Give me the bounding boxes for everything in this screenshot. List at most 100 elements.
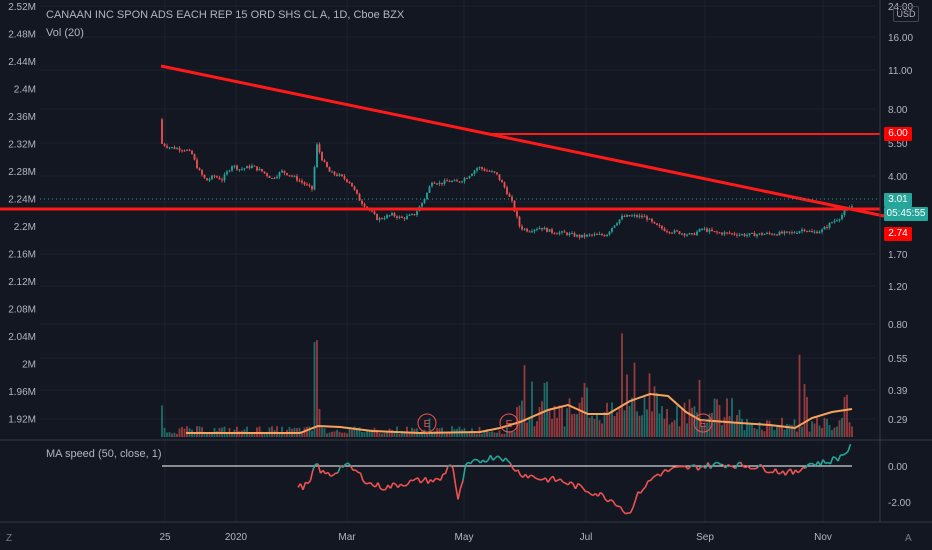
price-candle (476, 168, 478, 171)
volume-bar (341, 432, 343, 437)
price-candle (643, 216, 646, 218)
zoom-toggle-icon[interactable]: Z (6, 533, 13, 544)
price-candle (358, 193, 361, 201)
price-candle (711, 229, 713, 232)
volume-indicator-label[interactable]: Vol (20) (46, 27, 84, 39)
ma-speed-line (442, 472, 446, 475)
volume-bar (623, 410, 626, 437)
volume-bar (816, 417, 818, 437)
ma-speed-line (479, 459, 484, 464)
price-candle (241, 168, 243, 170)
ma-speed-line (794, 469, 799, 474)
ma-speed-line (574, 483, 579, 490)
volume-bar (398, 433, 401, 437)
ma-speed-line (472, 458, 476, 462)
volume-bar (371, 429, 373, 437)
ma-speed-line (670, 466, 674, 471)
price-candle (208, 179, 211, 181)
price-candle (203, 174, 206, 179)
ma-speed-line (690, 464, 694, 467)
price-candle (291, 175, 293, 177)
ma-speed-line (700, 465, 704, 468)
volume-bar (768, 420, 771, 437)
volume-bar (178, 428, 181, 437)
volume-bar (653, 386, 656, 437)
price-candle (478, 167, 481, 169)
price-candle (528, 231, 531, 233)
volume-bar (271, 426, 273, 437)
ma-speed-line (652, 475, 656, 479)
price-candle (296, 176, 298, 181)
price-candle (716, 231, 718, 233)
ma-speed-line (439, 473, 444, 481)
price-candle (306, 184, 308, 186)
ma-speed-line (625, 512, 629, 515)
ma-speed-line (562, 481, 566, 484)
price-candle (823, 226, 826, 230)
volume-bar (596, 414, 598, 437)
price-candle (586, 234, 588, 237)
volume-bar (303, 427, 306, 437)
volume-bar (403, 432, 406, 437)
earnings-marker-icon (499, 413, 519, 433)
price-candle (796, 233, 798, 235)
price-candle (496, 172, 498, 175)
ma-speed-line (405, 483, 409, 487)
price-candle (578, 234, 581, 238)
price-candle (401, 216, 403, 218)
price-candle (443, 180, 446, 185)
volume-bar (783, 429, 786, 437)
volume-bar (788, 424, 791, 437)
price-candle (166, 145, 168, 148)
volume-bar (658, 413, 661, 437)
volume-bar (586, 387, 588, 437)
volume-bar (553, 405, 556, 437)
price-candle (328, 167, 331, 172)
auto-scale-icon[interactable]: A (905, 533, 912, 544)
volume-bar (536, 421, 538, 437)
price-candle (766, 232, 768, 234)
ma-speed-line (644, 480, 649, 488)
volume-bar (358, 427, 361, 437)
price-candle (221, 179, 223, 181)
volume-bar (641, 415, 643, 437)
ma-speed-line (667, 468, 672, 473)
currency-button[interactable]: USD (893, 6, 919, 22)
volume-bar (681, 409, 683, 437)
ma-speed-indicator-label[interactable]: MA speed (50, close, 1) (46, 448, 162, 460)
price-candle (721, 232, 723, 235)
price-candle (196, 159, 198, 169)
price-candle (188, 149, 191, 151)
descending-trendline (160, 64, 885, 218)
left-axis-tick: 1.96M (8, 387, 36, 398)
ma-speed-line (377, 482, 382, 490)
price-candle (673, 230, 676, 233)
time-axis-tick: Sep (696, 532, 714, 543)
price-candle (258, 168, 261, 171)
left-axis-tick: 2.36M (8, 112, 36, 123)
volume-bar (301, 432, 303, 437)
price-candle (678, 231, 681, 235)
ma-speed-line (552, 475, 557, 482)
volume-ma-line (186, 392, 853, 435)
price-candle (311, 185, 313, 190)
ma-speed-line (727, 463, 731, 467)
price-candle (611, 227, 613, 232)
ma-speed-line (842, 453, 846, 456)
left-axis-tick: 2.52M (8, 2, 36, 13)
ma-speed-line (307, 479, 312, 484)
ma-speed-line (357, 471, 361, 474)
volume-bar (528, 418, 531, 437)
price-candle (746, 235, 748, 237)
volume-bar (466, 432, 468, 437)
price-candle (223, 174, 226, 181)
ma-speed-line (797, 470, 801, 474)
price-candle (618, 219, 621, 224)
volume-bar (691, 407, 693, 437)
ma-speed-line (462, 464, 467, 481)
volume-bar (171, 433, 173, 437)
ma-speed-line (397, 483, 402, 488)
price-candle (663, 228, 666, 232)
ma-axis-tick: 0.00 (888, 462, 908, 473)
